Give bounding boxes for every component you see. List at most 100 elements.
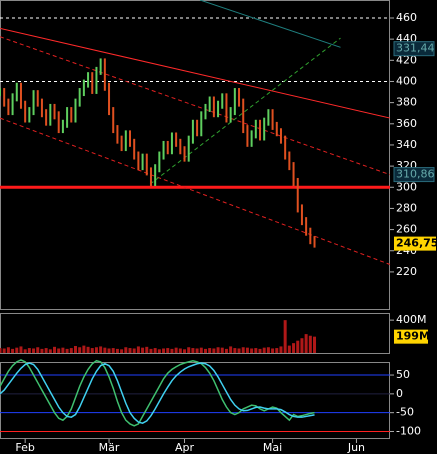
volume-bar — [82, 345, 86, 353]
price-bar — [296, 177, 299, 213]
volume-bar — [136, 346, 140, 353]
price-bar — [53, 103, 56, 120]
volume-bar — [262, 347, 266, 353]
price-bar — [15, 82, 18, 102]
price-bar — [212, 96, 215, 118]
price-bar — [284, 135, 287, 160]
volume-bar — [153, 348, 157, 353]
price-bar — [175, 132, 178, 147]
volume-bar — [65, 348, 69, 353]
volume-bar — [237, 348, 241, 353]
price-bar — [116, 125, 119, 144]
price-bar — [275, 121, 278, 137]
price-bar — [313, 236, 316, 248]
price-bar — [57, 111, 60, 134]
volume-bar — [178, 348, 182, 353]
price-bar — [66, 107, 69, 128]
volume-bar — [36, 347, 40, 353]
y-tick-label: 420 — [396, 53, 417, 66]
volume-bar — [220, 347, 224, 353]
volume-bar — [19, 346, 23, 353]
price-bar — [158, 151, 161, 173]
price-bar — [82, 79, 85, 97]
x-tick-label: Feb — [15, 441, 34, 454]
price-bar — [221, 93, 224, 109]
price-bar — [24, 100, 27, 123]
volume-bar — [233, 348, 237, 353]
price-panel — [0, 0, 390, 310]
volume-bar — [208, 348, 212, 353]
price-bar — [279, 128, 282, 144]
volume-bar — [99, 346, 103, 353]
volume-bar — [90, 348, 94, 353]
volume-bar — [229, 346, 233, 353]
volume-bar — [86, 346, 90, 353]
volume-bar — [2, 348, 6, 353]
price-bar — [87, 72, 90, 88]
volume-bar — [279, 346, 283, 353]
price-bar — [28, 107, 31, 123]
price-bar — [183, 146, 186, 162]
oscillator-panel — [0, 362, 390, 439]
y-tick-label: 300 — [396, 180, 417, 193]
volume-bar — [199, 347, 203, 353]
price-bar — [78, 88, 81, 107]
volume-bar — [162, 348, 166, 353]
price-bar — [103, 58, 106, 91]
volume-bar — [107, 348, 111, 353]
volume-bar — [275, 348, 279, 353]
volume-bar — [57, 348, 61, 353]
volume-bar — [216, 347, 220, 353]
price-bar — [179, 138, 182, 155]
price-bar — [7, 98, 10, 116]
price-bar — [288, 151, 291, 171]
x-tick-label: Apr — [175, 441, 195, 454]
volume-bar — [103, 347, 107, 353]
volume-bar — [313, 336, 317, 353]
price-bar — [162, 140, 165, 160]
price-bar — [137, 151, 140, 171]
price-bar — [267, 109, 270, 126]
price-bar — [49, 103, 52, 126]
volume-bar — [6, 347, 10, 353]
y-tick-label: 400 — [396, 74, 417, 87]
y-tick-label: 460 — [396, 11, 417, 24]
price-bar — [305, 217, 308, 236]
price-bar — [217, 100, 220, 118]
price-bar — [233, 88, 236, 116]
price-bar — [40, 98, 43, 118]
volume-bar — [61, 347, 65, 353]
price-bar — [187, 135, 190, 162]
price-bar — [292, 162, 295, 186]
price-bar — [19, 82, 22, 109]
price-bar — [61, 119, 64, 134]
volume-bar — [73, 346, 77, 353]
volume-bar — [283, 320, 287, 353]
volume-bar — [157, 349, 161, 353]
price-bar — [149, 167, 152, 186]
price-bar — [259, 119, 261, 141]
price-bar — [45, 109, 48, 126]
volume-bar — [296, 340, 300, 353]
oscillator-line — [0, 359, 315, 427]
x-tick-label: Jun — [347, 441, 365, 454]
volume-bar — [23, 349, 27, 353]
volume-panel — [0, 313, 390, 354]
side-label-box — [393, 41, 435, 57]
volume-bar — [48, 349, 52, 353]
y-tick-label: 50 — [396, 368, 410, 381]
y-tick-label: 380 — [396, 96, 417, 109]
y-tick-label: 260 — [396, 223, 417, 236]
price-bar — [91, 72, 94, 94]
volume-bar — [241, 347, 245, 353]
price-bar — [154, 164, 157, 186]
y-tick-label: 360 — [396, 117, 417, 130]
volume-bar — [15, 347, 19, 353]
price-bar — [229, 107, 232, 123]
volume-label: 199M — [396, 330, 430, 343]
price-bar — [3, 88, 6, 107]
volume-bar — [11, 348, 15, 353]
price-bar — [208, 96, 211, 112]
volume-bar — [304, 334, 308, 353]
price-label-box — [394, 236, 436, 251]
